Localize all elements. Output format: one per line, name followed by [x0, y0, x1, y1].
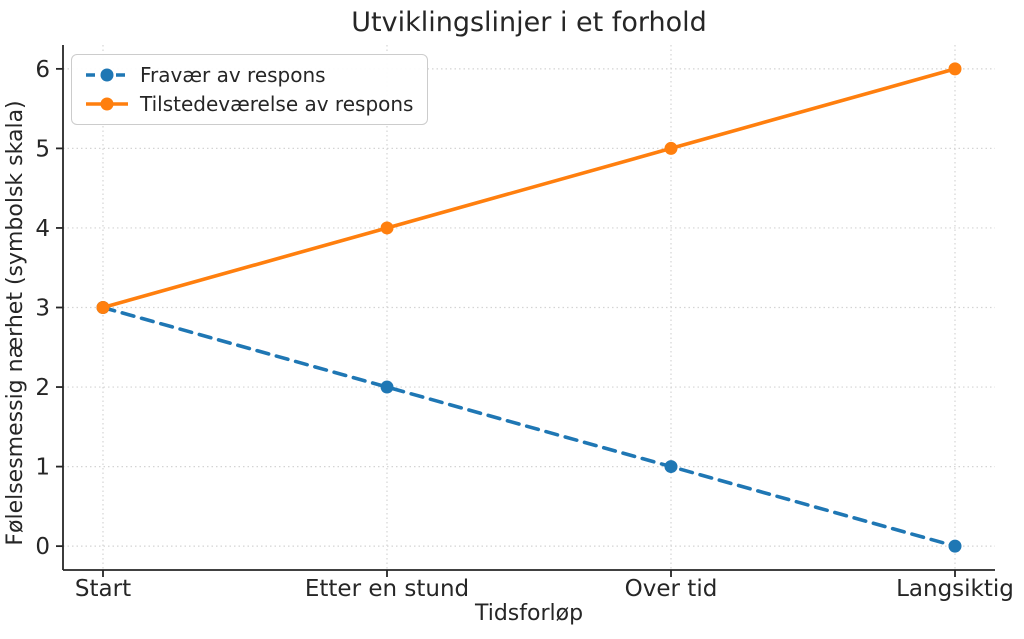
x-tick-label: Start — [75, 576, 131, 602]
data-point-marker — [380, 221, 394, 235]
data-point-marker — [948, 62, 962, 76]
data-point-marker — [664, 460, 678, 474]
series-line — [101, 305, 957, 548]
legend: Fravær av respons Tilstedeværelse av res… — [71, 54, 429, 125]
y-tick-label: 6 — [35, 57, 50, 83]
data-point-marker — [948, 539, 962, 553]
y-tick-label: 5 — [35, 136, 50, 162]
x-tick-label: Langsiktig — [896, 576, 1014, 602]
legend-sample-dashed-line-icon — [86, 68, 128, 82]
x-tick-label: Over tid — [625, 576, 718, 602]
legend-item-tilstedevaerelse: Tilstedeværelse av respons — [84, 92, 413, 116]
legend-sample-solid-line-icon — [86, 97, 128, 111]
data-point-marker — [664, 141, 678, 155]
y-axis-label: Følelsesmessig nærhet (symbolsk skala) — [3, 100, 28, 546]
legend-item-fravaer: Fravær av respons — [84, 63, 413, 87]
legend-label: Tilstedeværelse av respons — [140, 92, 414, 116]
y-tick-label: 4 — [35, 216, 50, 242]
x-axis-label: Tidsforløp — [474, 601, 584, 626]
data-point-marker — [380, 380, 394, 394]
y-tick-label: 1 — [35, 455, 50, 481]
x-tick-label: Etter en stund — [305, 576, 469, 602]
y-tick-label: 0 — [35, 534, 50, 560]
data-point-marker — [96, 301, 110, 314]
series-line — [101, 67, 957, 310]
y-tick-label: 3 — [35, 296, 50, 322]
chart-title: Utviklingslinjer i et forhold — [351, 7, 707, 38]
legend-label: Fravær av respons — [140, 63, 326, 87]
y-tick-label: 2 — [35, 375, 50, 401]
